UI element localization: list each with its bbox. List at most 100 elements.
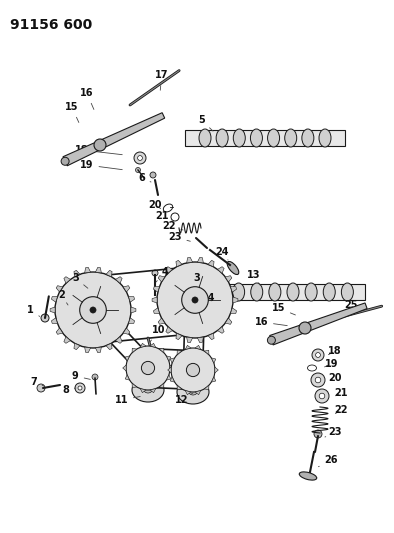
Polygon shape	[132, 348, 137, 353]
Circle shape	[311, 373, 325, 387]
Text: 17: 17	[155, 70, 169, 90]
Polygon shape	[153, 308, 160, 313]
Ellipse shape	[302, 129, 314, 147]
Polygon shape	[170, 365, 173, 371]
Circle shape	[90, 307, 96, 313]
Text: 15: 15	[65, 102, 79, 123]
Circle shape	[37, 384, 45, 392]
Polygon shape	[131, 307, 136, 313]
Text: 20: 20	[329, 373, 342, 383]
Text: 19: 19	[325, 359, 338, 369]
Polygon shape	[217, 327, 224, 333]
Circle shape	[41, 314, 49, 322]
Polygon shape	[74, 343, 80, 350]
Polygon shape	[185, 130, 345, 146]
Polygon shape	[123, 365, 126, 371]
Text: 3: 3	[193, 273, 200, 289]
Polygon shape	[95, 347, 101, 353]
Text: 11: 11	[115, 395, 140, 405]
Polygon shape	[215, 367, 218, 373]
Polygon shape	[176, 333, 182, 340]
Text: 18: 18	[75, 145, 122, 155]
Circle shape	[75, 383, 85, 393]
Circle shape	[186, 364, 200, 377]
Text: 9: 9	[72, 371, 90, 381]
Polygon shape	[128, 318, 135, 324]
Polygon shape	[140, 343, 146, 348]
Text: 24: 24	[215, 247, 229, 260]
Ellipse shape	[189, 389, 197, 395]
Polygon shape	[150, 389, 156, 393]
Circle shape	[192, 297, 198, 303]
Polygon shape	[132, 383, 137, 388]
Text: 21: 21	[335, 388, 348, 398]
Polygon shape	[85, 347, 91, 353]
Text: 16: 16	[255, 317, 287, 327]
Circle shape	[312, 349, 324, 361]
Polygon shape	[208, 333, 214, 340]
Polygon shape	[56, 328, 63, 334]
Ellipse shape	[132, 378, 164, 402]
Ellipse shape	[144, 387, 152, 393]
Polygon shape	[158, 318, 165, 325]
Polygon shape	[197, 257, 203, 263]
Polygon shape	[50, 307, 55, 313]
Polygon shape	[225, 318, 232, 325]
Text: 12: 12	[175, 393, 193, 405]
Polygon shape	[56, 286, 63, 292]
Text: 4: 4	[156, 267, 169, 282]
Text: 5: 5	[198, 115, 213, 131]
Polygon shape	[168, 367, 171, 373]
Polygon shape	[153, 286, 160, 292]
Polygon shape	[64, 337, 71, 343]
Polygon shape	[166, 327, 173, 333]
Polygon shape	[204, 350, 209, 355]
Polygon shape	[95, 268, 101, 273]
Text: 14: 14	[202, 293, 216, 303]
Circle shape	[299, 322, 311, 334]
Ellipse shape	[269, 283, 281, 301]
Ellipse shape	[251, 283, 263, 301]
Circle shape	[171, 348, 215, 392]
Text: 22: 22	[162, 221, 183, 231]
Polygon shape	[115, 277, 122, 284]
Text: 21: 21	[155, 211, 172, 221]
Ellipse shape	[216, 129, 228, 147]
Circle shape	[134, 152, 146, 164]
Polygon shape	[221, 284, 366, 300]
Polygon shape	[150, 343, 156, 348]
Text: 23: 23	[168, 232, 190, 242]
Text: 1: 1	[27, 305, 40, 317]
Polygon shape	[177, 385, 182, 390]
Ellipse shape	[227, 262, 239, 274]
Text: 2: 2	[58, 290, 68, 305]
Polygon shape	[166, 356, 171, 361]
Circle shape	[150, 172, 156, 178]
Ellipse shape	[323, 283, 335, 301]
Polygon shape	[52, 296, 58, 302]
Polygon shape	[159, 348, 164, 353]
Circle shape	[211, 295, 217, 301]
Polygon shape	[211, 358, 216, 363]
Polygon shape	[270, 303, 367, 345]
Polygon shape	[85, 268, 91, 273]
Text: 25: 25	[344, 300, 358, 313]
Ellipse shape	[233, 129, 245, 147]
Ellipse shape	[268, 129, 280, 147]
Circle shape	[94, 139, 106, 151]
Polygon shape	[170, 358, 175, 363]
Polygon shape	[176, 261, 182, 267]
Polygon shape	[230, 286, 236, 292]
Polygon shape	[195, 345, 201, 350]
Ellipse shape	[232, 283, 245, 301]
Polygon shape	[195, 391, 201, 394]
Polygon shape	[217, 266, 224, 273]
Ellipse shape	[251, 129, 262, 147]
Circle shape	[315, 389, 329, 403]
Circle shape	[141, 361, 154, 375]
Text: 10: 10	[150, 325, 165, 342]
Polygon shape	[225, 276, 232, 282]
Polygon shape	[166, 375, 171, 380]
Polygon shape	[177, 350, 182, 355]
Text: 3: 3	[72, 273, 88, 288]
